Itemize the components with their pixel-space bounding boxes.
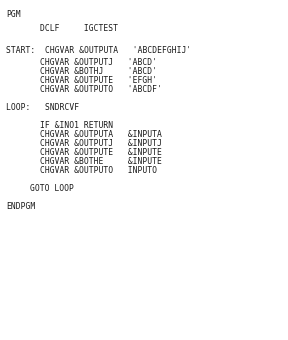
Text: CHGVAR &OUTPUTE   &INPUTE: CHGVAR &OUTPUTE &INPUTE — [40, 148, 162, 157]
Text: CHGVAR &BOTHE     &INPUTE: CHGVAR &BOTHE &INPUTE — [40, 157, 162, 166]
Text: CHGVAR &OUTPUTE   'EFGH': CHGVAR &OUTPUTE 'EFGH' — [40, 76, 157, 85]
Text: PGM: PGM — [6, 10, 21, 19]
Text: IF &INO1 RETURN: IF &INO1 RETURN — [40, 121, 113, 130]
Text: START:  CHGVAR &OUTPUTA   'ABCDEFGHIJ': START: CHGVAR &OUTPUTA 'ABCDEFGHIJ' — [6, 46, 191, 55]
Text: CHGVAR &OUTPUTJ   &INPUTJ: CHGVAR &OUTPUTJ &INPUTJ — [40, 139, 162, 148]
Text: CHGVAR &OUTPUTJ   'ABCD': CHGVAR &OUTPUTJ 'ABCD' — [40, 58, 157, 67]
Text: ENDPGM: ENDPGM — [6, 202, 35, 211]
Text: CHGVAR &OUTPUTO   INPUTO: CHGVAR &OUTPUTO INPUTO — [40, 166, 157, 175]
Text: CHGVAR &OUTPUTO   'ABCDF': CHGVAR &OUTPUTO 'ABCDF' — [40, 85, 162, 94]
Text: DCLF     IGCTEST: DCLF IGCTEST — [40, 24, 118, 33]
Text: LOOP:   SNDRCVF: LOOP: SNDRCVF — [6, 103, 79, 112]
Text: GOTO LOOP: GOTO LOOP — [30, 184, 74, 193]
Text: CHGVAR &BOTHJ     'ABCD': CHGVAR &BOTHJ 'ABCD' — [40, 67, 157, 76]
Text: CHGVAR &OUTPUTA   &INPUTA: CHGVAR &OUTPUTA &INPUTA — [40, 130, 162, 139]
